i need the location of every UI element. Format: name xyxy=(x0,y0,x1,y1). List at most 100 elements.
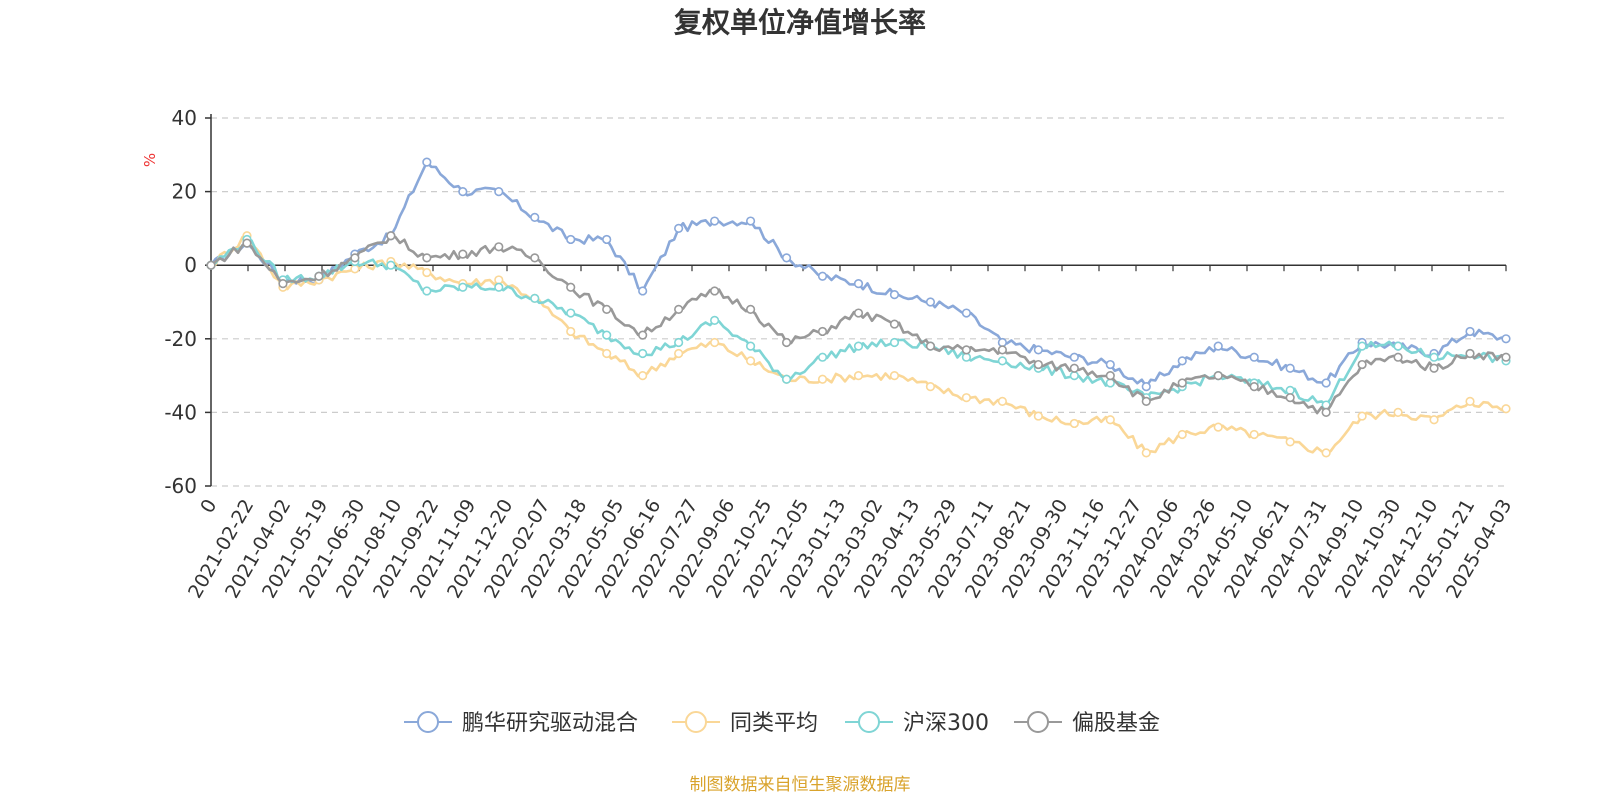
data-point xyxy=(997,345,1007,355)
data-point xyxy=(674,304,684,314)
data-point xyxy=(1249,352,1259,362)
data-point xyxy=(1321,407,1331,418)
data-point xyxy=(602,348,612,359)
data-point xyxy=(997,356,1007,366)
data-point xyxy=(1069,352,1079,362)
data-point xyxy=(278,279,288,289)
legend-item[interactable]: 偏股基金 xyxy=(1014,711,1160,736)
data-point xyxy=(638,371,648,381)
data-point xyxy=(1429,363,1439,373)
data-point xyxy=(745,216,756,226)
y-tick-label: 40 xyxy=(172,106,197,130)
data-point xyxy=(1069,371,1079,381)
data-point xyxy=(1249,382,1259,392)
series-lines xyxy=(206,157,1511,458)
data-point xyxy=(1285,385,1295,395)
data-point xyxy=(817,271,828,281)
data-point xyxy=(1357,359,1367,370)
data-point xyxy=(350,253,360,263)
chart-title: 复权单位净值增长率 xyxy=(674,6,926,39)
source-note: 制图数据来自恒生聚源数据库 xyxy=(690,775,911,795)
data-point xyxy=(422,253,432,263)
data-point xyxy=(853,371,864,381)
data-point xyxy=(530,293,540,303)
legend-item[interactable]: 鹏华研究驱动混合 xyxy=(404,711,638,736)
data-point xyxy=(494,187,504,197)
data-point xyxy=(530,212,540,222)
data-point xyxy=(566,326,576,337)
data-point xyxy=(925,382,936,392)
data-point xyxy=(638,286,648,296)
legend-label: 沪深300 xyxy=(903,711,989,736)
legend-item[interactable]: 沪深300 xyxy=(845,711,989,736)
data-point xyxy=(1465,348,1475,359)
data-point xyxy=(386,231,396,241)
data-point xyxy=(853,279,864,289)
data-point xyxy=(710,216,720,226)
data-point xyxy=(961,393,972,403)
y-tick-label: -20 xyxy=(164,327,197,351)
data-point xyxy=(853,308,864,318)
data-point xyxy=(710,337,720,348)
data-point xyxy=(961,308,972,318)
data-point xyxy=(242,238,252,248)
data-point xyxy=(674,337,684,348)
data-point xyxy=(1465,396,1475,406)
data-point xyxy=(458,187,468,197)
y-tick-label: -60 xyxy=(164,474,197,498)
data-point xyxy=(1177,378,1187,388)
x-tick-label: 0 xyxy=(196,496,221,517)
data-point xyxy=(458,282,468,292)
data-point xyxy=(889,319,900,329)
legend-circle-icon xyxy=(417,711,439,733)
data-point xyxy=(1033,359,1043,370)
data-point xyxy=(674,223,684,233)
data-point xyxy=(638,330,648,340)
data-point xyxy=(1069,363,1079,373)
data-point xyxy=(1213,341,1223,351)
y-tick-label: -40 xyxy=(164,400,197,424)
data-point xyxy=(1501,352,1511,362)
data-point xyxy=(925,297,936,307)
data-point xyxy=(1105,415,1115,425)
y-axis-unit-label: % xyxy=(141,153,159,167)
y-tick-label: 0 xyxy=(184,253,197,277)
grid-lines xyxy=(211,117,1506,487)
data-point xyxy=(638,348,648,359)
data-point xyxy=(1393,341,1403,351)
series-3 xyxy=(206,231,1511,418)
data-point xyxy=(710,286,720,296)
data-point xyxy=(925,341,936,351)
data-point xyxy=(1357,411,1367,421)
data-point xyxy=(1357,341,1367,351)
data-point xyxy=(602,304,612,314)
data-point xyxy=(566,308,576,318)
data-point xyxy=(602,330,612,340)
y-tick-label: 20 xyxy=(172,180,197,204)
data-point xyxy=(1501,334,1511,344)
data-point xyxy=(745,356,756,366)
data-point xyxy=(961,345,972,355)
data-point xyxy=(1033,345,1043,355)
data-point xyxy=(889,371,900,381)
data-point xyxy=(422,157,432,167)
data-point xyxy=(1429,352,1439,362)
legend-label: 偏股基金 xyxy=(1072,711,1160,736)
data-point xyxy=(1033,411,1043,421)
data-point xyxy=(961,352,972,362)
legend-label: 同类平均 xyxy=(730,711,818,736)
data-point xyxy=(1465,326,1475,337)
data-point xyxy=(206,260,216,270)
legend-label: 鹏华研究驱动混合 xyxy=(462,711,638,736)
data-point xyxy=(781,253,792,263)
data-point xyxy=(422,286,432,296)
legend-item[interactable]: 同类平均 xyxy=(672,711,818,736)
legend[interactable]: 鹏华研究驱动混合 同类平均 沪深300 偏股基金 xyxy=(404,711,1160,736)
data-point xyxy=(1321,378,1331,388)
data-point xyxy=(1177,356,1187,366)
data-point xyxy=(494,242,504,252)
data-point xyxy=(566,282,576,292)
data-point xyxy=(889,337,900,348)
data-point xyxy=(1321,448,1331,458)
